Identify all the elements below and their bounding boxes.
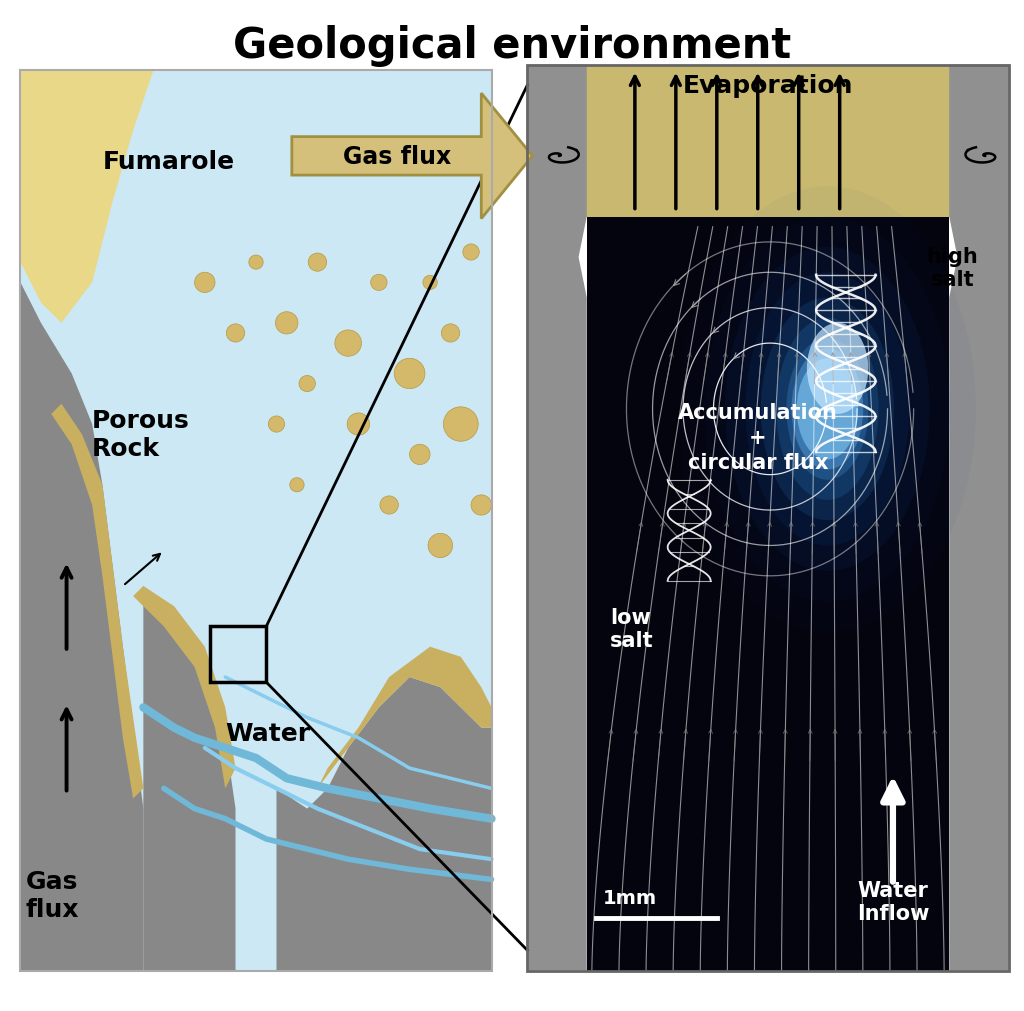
Circle shape (423, 276, 437, 290)
Text: Geological environment: Geological environment (232, 25, 792, 68)
Bar (210, 627, 266, 682)
Bar (587, 217, 949, 971)
Text: Gas
flux: Gas flux (26, 868, 79, 921)
Ellipse shape (807, 324, 868, 415)
Polygon shape (292, 94, 532, 219)
Text: Gas flux: Gas flux (343, 145, 451, 169)
Polygon shape (949, 66, 1009, 971)
Polygon shape (527, 66, 587, 971)
Text: Accumulation
+
circular flux: Accumulation + circular flux (678, 403, 838, 472)
Circle shape (471, 495, 492, 516)
Ellipse shape (786, 339, 868, 480)
Polygon shape (51, 404, 143, 799)
Ellipse shape (792, 349, 863, 470)
Circle shape (299, 376, 315, 392)
Circle shape (335, 331, 361, 357)
Circle shape (308, 254, 327, 272)
Circle shape (410, 445, 430, 465)
Circle shape (428, 534, 453, 558)
Polygon shape (276, 677, 492, 971)
Ellipse shape (745, 273, 909, 546)
Ellipse shape (761, 298, 894, 521)
Ellipse shape (725, 248, 930, 571)
Ellipse shape (797, 359, 858, 460)
Circle shape (441, 325, 460, 343)
Bar (20, 71, 492, 971)
Polygon shape (143, 586, 236, 971)
Text: Porous
Rock: Porous Rock (92, 408, 189, 461)
Text: 1mm: 1mm (603, 889, 656, 907)
Text: low
salt: low salt (610, 608, 654, 650)
Circle shape (195, 273, 215, 293)
Circle shape (443, 407, 478, 442)
Ellipse shape (705, 217, 950, 602)
Circle shape (380, 496, 398, 515)
Text: Water: Water (225, 721, 310, 745)
Bar (527, 66, 1009, 971)
Polygon shape (133, 586, 236, 789)
Circle shape (290, 478, 304, 492)
Polygon shape (20, 71, 154, 324)
Circle shape (226, 325, 245, 343)
Circle shape (268, 417, 285, 433)
Polygon shape (20, 71, 492, 971)
Circle shape (249, 256, 263, 270)
Polygon shape (317, 647, 492, 789)
Text: Fumarole: Fumarole (102, 150, 234, 174)
Text: high
salt: high salt (927, 247, 978, 289)
Text: Evaporation: Evaporation (683, 74, 853, 98)
Bar (527, 66, 1009, 217)
Circle shape (394, 359, 425, 389)
Bar (20, 71, 492, 971)
Circle shape (275, 312, 298, 335)
Circle shape (371, 275, 387, 291)
Circle shape (347, 413, 370, 436)
Circle shape (463, 245, 479, 261)
Ellipse shape (776, 318, 879, 500)
Polygon shape (20, 283, 143, 971)
Text: Water
Inflow: Water Inflow (857, 881, 929, 923)
